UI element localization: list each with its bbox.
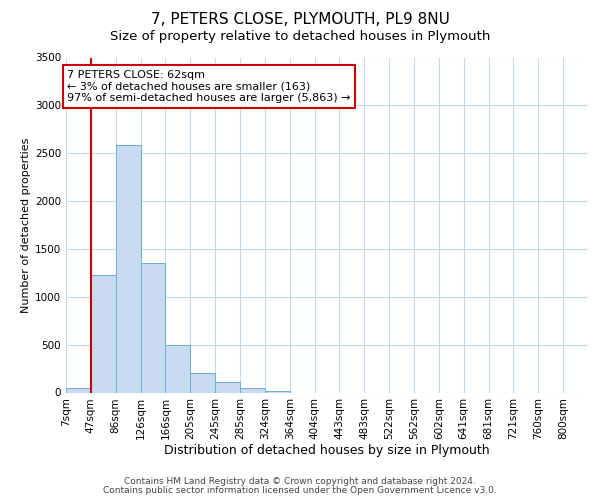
Y-axis label: Number of detached properties: Number of detached properties — [21, 138, 31, 312]
Text: 7 PETERS CLOSE: 62sqm
← 3% of detached houses are smaller (163)
97% of semi-deta: 7 PETERS CLOSE: 62sqm ← 3% of detached h… — [67, 70, 351, 103]
Bar — [91, 275, 116, 392]
Text: Contains public sector information licensed under the Open Government Licence v3: Contains public sector information licen… — [103, 486, 497, 495]
Text: 7, PETERS CLOSE, PLYMOUTH, PL9 8NU: 7, PETERS CLOSE, PLYMOUTH, PL9 8NU — [151, 12, 449, 28]
Bar — [240, 388, 265, 392]
Bar — [140, 264, 166, 392]
Bar — [215, 382, 240, 392]
Text: Contains HM Land Registry data © Crown copyright and database right 2024.: Contains HM Land Registry data © Crown c… — [124, 477, 476, 486]
Bar — [265, 390, 290, 392]
Bar — [190, 374, 215, 392]
Text: Size of property relative to detached houses in Plymouth: Size of property relative to detached ho… — [110, 30, 490, 43]
X-axis label: Distribution of detached houses by size in Plymouth: Distribution of detached houses by size … — [164, 444, 490, 456]
Bar — [66, 388, 91, 392]
Bar — [116, 144, 140, 392]
Bar — [166, 344, 190, 393]
